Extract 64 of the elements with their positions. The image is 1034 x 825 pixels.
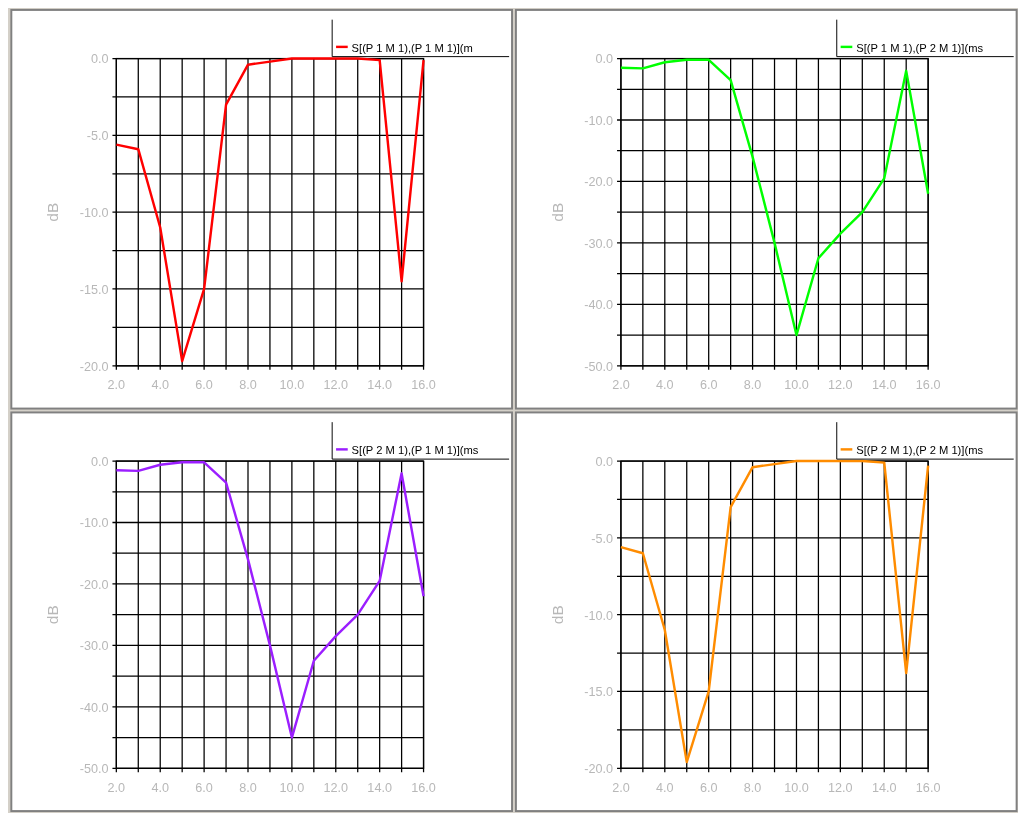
x-tick-label: 2.0 bbox=[612, 378, 630, 393]
y-tick-label: -20.0 bbox=[584, 762, 614, 777]
y-tick-label: -20.0 bbox=[79, 577, 109, 592]
x-tick-label: 6.0 bbox=[195, 780, 213, 795]
x-tick-label: 12.0 bbox=[828, 780, 853, 795]
y-tick-label: 0.0 bbox=[595, 454, 614, 469]
x-tick-label: 6.0 bbox=[195, 378, 213, 393]
y-tick-label: -50.0 bbox=[584, 359, 614, 374]
x-tick-label: 16.0 bbox=[915, 378, 941, 393]
x-tick-label: 10.0 bbox=[279, 780, 305, 795]
y-tick-label: -10.0 bbox=[584, 113, 614, 128]
y-tick-label: -30.0 bbox=[584, 236, 614, 251]
legend-label: S[(P 1 M 1),(P 1 M 1)](m bbox=[351, 41, 473, 54]
x-tick-label: 8.0 bbox=[743, 378, 762, 393]
x-tick-label: 6.0 bbox=[699, 378, 718, 393]
x-tick-label: 14.0 bbox=[367, 780, 392, 795]
y-tick-label: -10.0 bbox=[584, 608, 614, 623]
y-axis-title: dB bbox=[44, 202, 61, 222]
x-tick-label: 4.0 bbox=[656, 780, 674, 795]
x-tick-label: 12.0 bbox=[323, 780, 349, 795]
y-tick-label: -10.0 bbox=[79, 516, 109, 531]
x-tick-label: 16.0 bbox=[915, 780, 941, 795]
legend-label: S[(P 2 M 1),(P 2 M 1)](ms bbox=[856, 444, 984, 457]
x-tick-label: 16.0 bbox=[411, 780, 436, 795]
line-series bbox=[115, 461, 425, 739]
y-tick-label: -40.0 bbox=[584, 298, 614, 313]
x-tick-label: 8.0 bbox=[239, 780, 257, 795]
x-tick-label: 10.0 bbox=[279, 378, 305, 393]
x-tick-label: 12.0 bbox=[323, 378, 349, 393]
x-tick-label: 14.0 bbox=[367, 378, 392, 393]
x-tick-label: 2.0 bbox=[107, 378, 126, 393]
x-tick-label: 8.0 bbox=[743, 780, 762, 795]
y-tick-label: 0.0 bbox=[90, 52, 109, 67]
y-tick-label: -30.0 bbox=[79, 639, 109, 654]
x-tick-label: 16.0 bbox=[411, 378, 436, 393]
x-tick-label: 4.0 bbox=[656, 378, 674, 393]
y-axis-title: dB bbox=[548, 605, 566, 625]
x-tick-label: 4.0 bbox=[151, 378, 169, 393]
x-tick-label: 14.0 bbox=[871, 378, 897, 393]
y-tick-label: -50.0 bbox=[79, 762, 109, 777]
x-tick-label: 8.0 bbox=[239, 378, 257, 393]
y-tick-label: -15.0 bbox=[584, 685, 614, 700]
y-tick-label: -5.0 bbox=[86, 129, 109, 144]
x-tick-label: 14.0 bbox=[871, 780, 897, 795]
line-series bbox=[115, 57, 425, 363]
x-tick-label: 4.0 bbox=[151, 780, 169, 795]
legend-label: S[(P 2 M 1),(P 1 M 1)](ms bbox=[351, 444, 479, 457]
y-tick-label: 0.0 bbox=[595, 52, 614, 67]
x-tick-label: 2.0 bbox=[107, 780, 126, 795]
y-tick-label: -40.0 bbox=[79, 700, 109, 715]
y-tick-label: 0.0 bbox=[90, 454, 109, 469]
x-tick-label: 10.0 bbox=[784, 378, 809, 393]
y-axis-title: dB bbox=[44, 605, 61, 625]
x-tick-label: 6.0 bbox=[699, 780, 718, 795]
y-tick-label: -10.0 bbox=[79, 206, 109, 221]
y-tick-label: -20.0 bbox=[79, 359, 109, 374]
y-tick-label: -5.0 bbox=[591, 531, 614, 546]
x-tick-label: 12.0 bbox=[828, 378, 853, 393]
y-axis-title: dB bbox=[548, 202, 566, 222]
x-tick-label: 2.0 bbox=[612, 780, 630, 795]
x-tick-label: 10.0 bbox=[784, 780, 809, 795]
legend-label: S[(P 1 M 1),(P 2 M 1)](ms bbox=[856, 41, 984, 54]
y-tick-label: -15.0 bbox=[79, 282, 109, 297]
y-tick-label: -20.0 bbox=[584, 175, 614, 190]
